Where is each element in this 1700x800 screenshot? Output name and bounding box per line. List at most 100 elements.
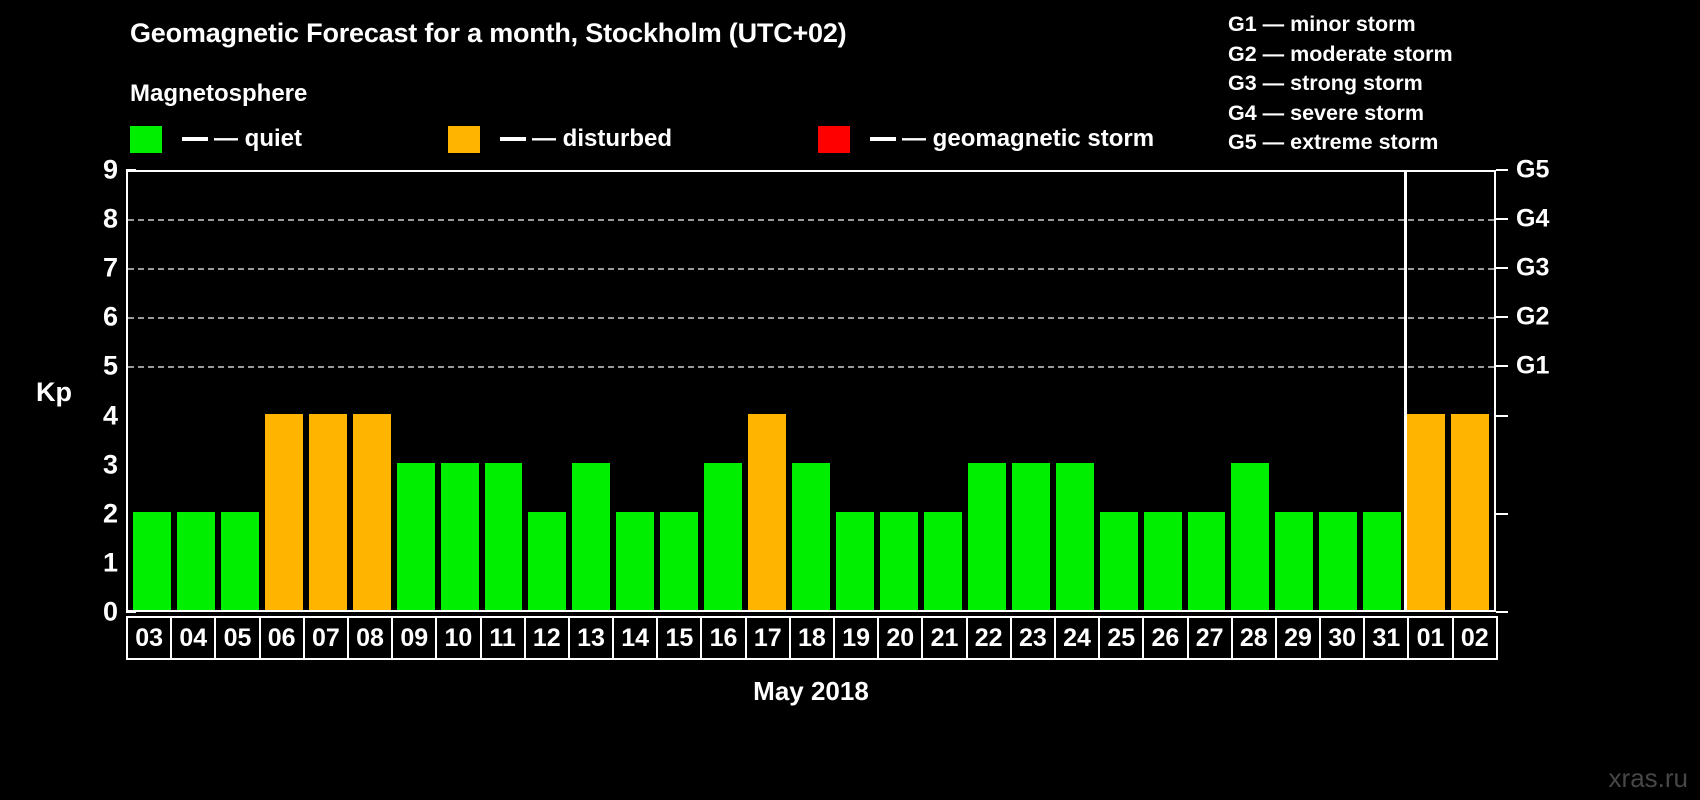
- bar-cell[interactable]: [921, 172, 965, 610]
- bar-cell[interactable]: [965, 172, 1009, 610]
- x-axis-date-cell[interactable]: 16: [700, 616, 747, 660]
- x-axis-date-cell[interactable]: 14: [612, 616, 659, 660]
- bar-cell[interactable]: [613, 172, 657, 610]
- bar[interactable]: [572, 462, 611, 610]
- bar[interactable]: [1231, 462, 1270, 610]
- bar-cell[interactable]: [745, 172, 789, 610]
- bar-cell[interactable]: [174, 172, 218, 610]
- bar-cell[interactable]: [569, 172, 613, 610]
- x-axis-date-cell[interactable]: 29: [1274, 616, 1322, 660]
- gscale-legend-row: G4 — severe storm: [1228, 100, 1424, 125]
- bar[interactable]: [396, 462, 435, 610]
- bar-cell[interactable]: [262, 172, 306, 610]
- x-axis-date-cell[interactable]: 11: [479, 616, 526, 660]
- bar-cell[interactable]: [130, 172, 174, 610]
- bar[interactable]: [1275, 511, 1314, 610]
- bar[interactable]: [1187, 511, 1226, 610]
- bar-cell[interactable]: [1228, 172, 1272, 610]
- x-axis-date-cell[interactable]: 05: [214, 616, 261, 660]
- bar-cell[interactable]: [350, 172, 394, 610]
- g-axis-label: G4: [1516, 204, 1550, 233]
- bar-cell[interactable]: [833, 172, 877, 610]
- bar[interactable]: [176, 511, 215, 610]
- bar[interactable]: [1363, 511, 1402, 610]
- x-axis-date-cell[interactable]: 02: [1451, 616, 1498, 660]
- bar-cell[interactable]: [701, 172, 745, 610]
- x-axis-date-cell[interactable]: 12: [523, 616, 570, 660]
- legend-item-quiet: — quiet: [130, 125, 302, 153]
- x-axis-date-cell[interactable]: 23: [1009, 616, 1056, 660]
- bar[interactable]: [748, 413, 787, 610]
- bar-cell[interactable]: [657, 172, 701, 610]
- x-axis-date-cell[interactable]: 30: [1319, 616, 1366, 660]
- x-axis-date-cell[interactable]: 15: [656, 616, 703, 660]
- bar-cell[interactable]: [394, 172, 438, 610]
- bar-cell[interactable]: [525, 172, 569, 610]
- x-axis-date-cell[interactable]: 20: [877, 616, 924, 660]
- x-axis-date-cell[interactable]: 01: [1407, 616, 1454, 660]
- bar[interactable]: [1099, 511, 1138, 610]
- bar-cell[interactable]: [1272, 172, 1316, 610]
- bar[interactable]: [133, 511, 171, 610]
- bar-cell[interactable]: [1316, 172, 1360, 610]
- bar[interactable]: [440, 462, 479, 610]
- x-axis-date-cell[interactable]: 03: [126, 616, 173, 660]
- bar[interactable]: [836, 511, 874, 610]
- x-axis-date-cell[interactable]: 28: [1230, 616, 1277, 660]
- g-tick-mark: [1496, 267, 1508, 270]
- bar[interactable]: [967, 462, 1006, 610]
- bar[interactable]: [1055, 462, 1094, 610]
- x-axis-date-cell[interactable]: 17: [744, 616, 791, 660]
- bar[interactable]: [352, 413, 391, 610]
- x-axis-date-cell[interactable]: 18: [788, 616, 835, 660]
- bar-cell[interactable]: [438, 172, 482, 610]
- x-axis-date-cell[interactable]: 21: [921, 616, 968, 660]
- bar[interactable]: [1011, 462, 1050, 610]
- x-axis-date-cell[interactable]: 22: [965, 616, 1012, 660]
- bar-cell[interactable]: [1141, 172, 1185, 610]
- bar-cell[interactable]: [1009, 172, 1053, 610]
- bar-cell[interactable]: [877, 172, 921, 610]
- x-axis-date-cell[interactable]: 07: [302, 616, 349, 660]
- y-tick-label: 1: [102, 547, 118, 578]
- x-axis-date-cell[interactable]: 26: [1142, 616, 1189, 660]
- legend-dash-icon: [870, 137, 897, 141]
- bar[interactable]: [792, 462, 830, 610]
- bar[interactable]: [616, 511, 655, 610]
- x-axis-date-cell[interactable]: 24: [1053, 616, 1101, 660]
- x-axis-date-cell[interactable]: 25: [1098, 616, 1145, 660]
- bar-cell[interactable]: [1360, 172, 1404, 610]
- g-tick-mark-minor: [1496, 512, 1508, 515]
- bar[interactable]: [1407, 413, 1446, 610]
- x-axis-date-cell[interactable]: 08: [346, 616, 394, 660]
- bar-cell[interactable]: [1404, 172, 1448, 610]
- x-axis-date-cell[interactable]: 10: [435, 616, 482, 660]
- x-axis-date-cell[interactable]: 04: [170, 616, 217, 660]
- bar[interactable]: [264, 413, 303, 610]
- bar-cell[interactable]: [1448, 172, 1492, 610]
- bar[interactable]: [1451, 413, 1490, 610]
- bar[interactable]: [879, 511, 918, 610]
- bar[interactable]: [660, 511, 699, 610]
- bar[interactable]: [923, 511, 962, 610]
- bar[interactable]: [484, 462, 523, 610]
- x-axis-date-cell[interactable]: 27: [1186, 616, 1233, 660]
- bar-cell[interactable]: [482, 172, 526, 610]
- x-axis-date-cell[interactable]: 09: [391, 616, 438, 660]
- bar-cell[interactable]: [789, 172, 833, 610]
- bar-cell[interactable]: [218, 172, 262, 610]
- x-axis-date-cell[interactable]: 19: [833, 616, 880, 660]
- bar[interactable]: [1143, 511, 1182, 610]
- bar-cell[interactable]: [1097, 172, 1141, 610]
- bar[interactable]: [704, 462, 743, 610]
- x-axis-date-cell[interactable]: 13: [567, 616, 615, 660]
- bar[interactable]: [528, 511, 567, 610]
- x-axis-date-cell[interactable]: 06: [258, 616, 305, 660]
- bar[interactable]: [1319, 511, 1358, 610]
- bar-cell[interactable]: [1185, 172, 1229, 610]
- x-axis-date-cell[interactable]: 31: [1363, 616, 1410, 660]
- bar[interactable]: [220, 511, 259, 610]
- bar-cell[interactable]: [1053, 172, 1097, 610]
- bar[interactable]: [308, 413, 347, 610]
- bar-cell[interactable]: [306, 172, 350, 610]
